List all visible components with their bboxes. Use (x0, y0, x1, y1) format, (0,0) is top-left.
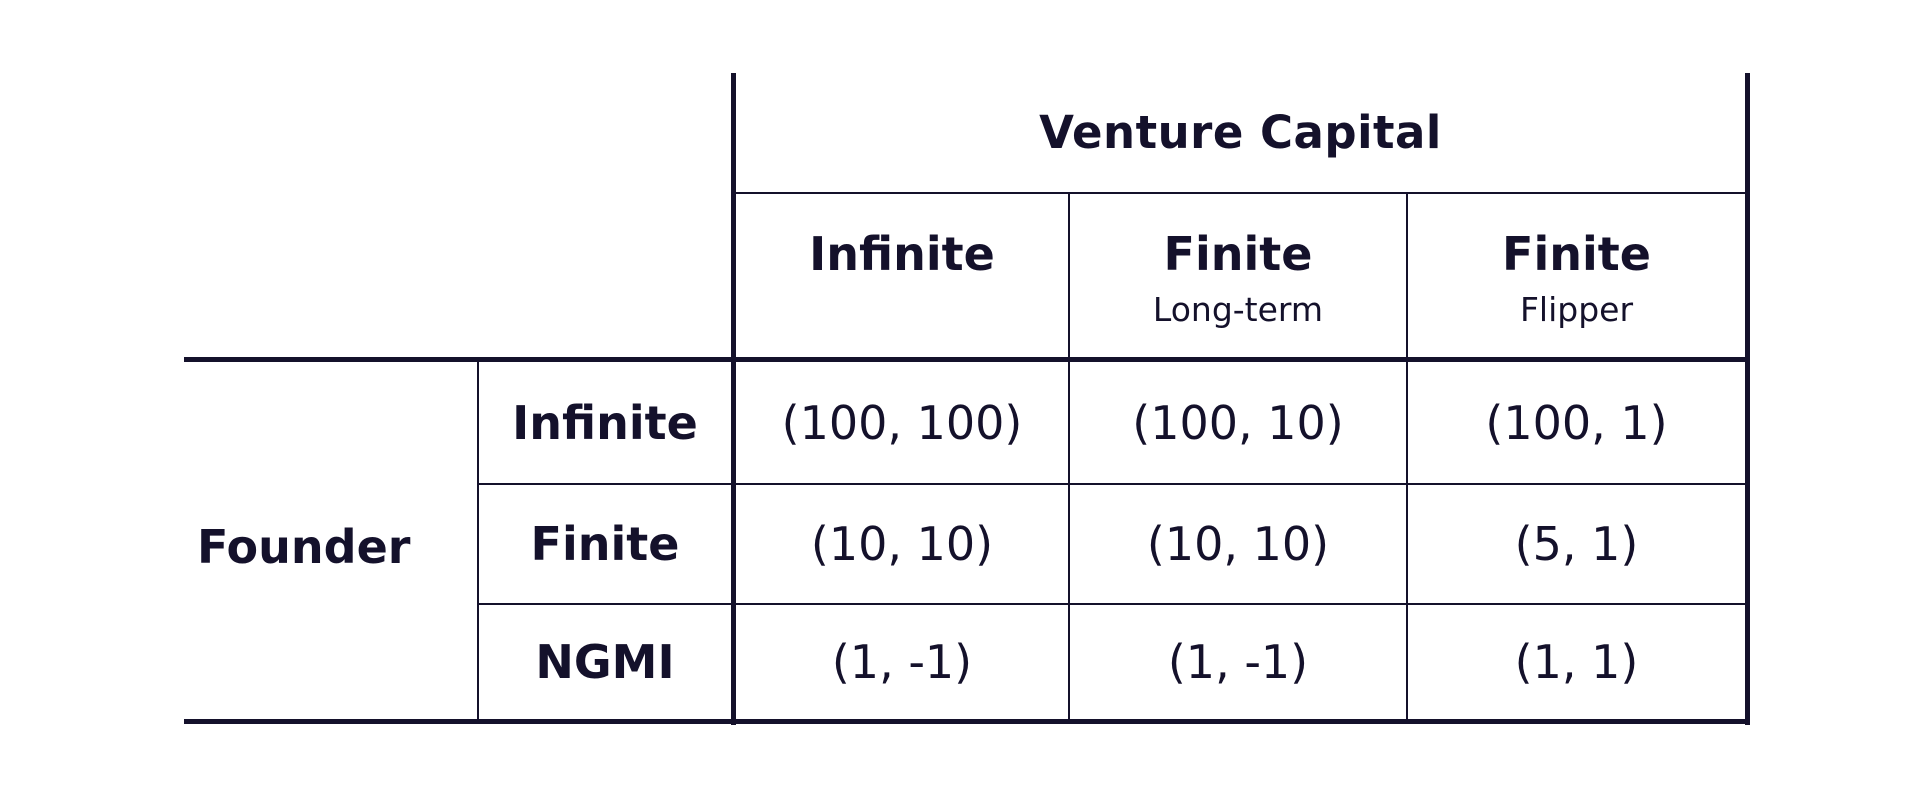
payoff-cell: (10, 10) (1146, 517, 1330, 571)
payoff-cell: (100, 10) (1132, 395, 1344, 450)
vertical-rule-col-1 (1068, 193, 1070, 724)
column-header-infinite: Infinite (736, 200, 1068, 355)
horizontal-rule-row-1 (477, 483, 1745, 485)
payoff-cell: (1, -1) (1167, 635, 1309, 689)
horizontal-rule-row-2 (477, 603, 1745, 605)
row-group-title: Founder (197, 520, 411, 574)
vertical-rule-col-2 (1406, 193, 1408, 724)
column-header-sublabel: Long-term (1152, 289, 1324, 329)
row-label-ngmi: NGMI (535, 635, 675, 689)
row-label-finite: Finite (530, 517, 680, 571)
payoff-cell: (1, -1) (831, 635, 973, 689)
column-header-finite-flipper: Finite Flipper (1408, 200, 1745, 355)
payoff-cell: (5, 1) (1514, 517, 1639, 571)
column-header-sublabel: Flipper (1519, 289, 1634, 329)
payoff-cell: (100, 100) (781, 395, 1023, 450)
column-header-label: Infinite (809, 226, 995, 281)
horizontal-rule-header-thick (184, 357, 1750, 362)
vertical-rule-right-thick (1745, 73, 1750, 725)
horizontal-rule-under-group-title (736, 192, 1745, 194)
column-group-title: Venture Capital (1039, 106, 1442, 159)
row-label-infinite: Infinite (512, 395, 698, 450)
payoff-cell: (1, 1) (1514, 635, 1639, 689)
vertical-rule-row-labels (477, 360, 479, 724)
horizontal-rule-bottom-thick (184, 719, 1750, 724)
payoff-cell: (10, 10) (810, 517, 994, 571)
payoff-cell: (100, 1) (1485, 395, 1668, 450)
column-header-label: Finite (1163, 227, 1313, 282)
vertical-rule-left-thick (731, 73, 736, 725)
column-header-label: Finite (1502, 227, 1651, 282)
column-header-finite-long-term: Finite Long-term (1070, 200, 1406, 355)
